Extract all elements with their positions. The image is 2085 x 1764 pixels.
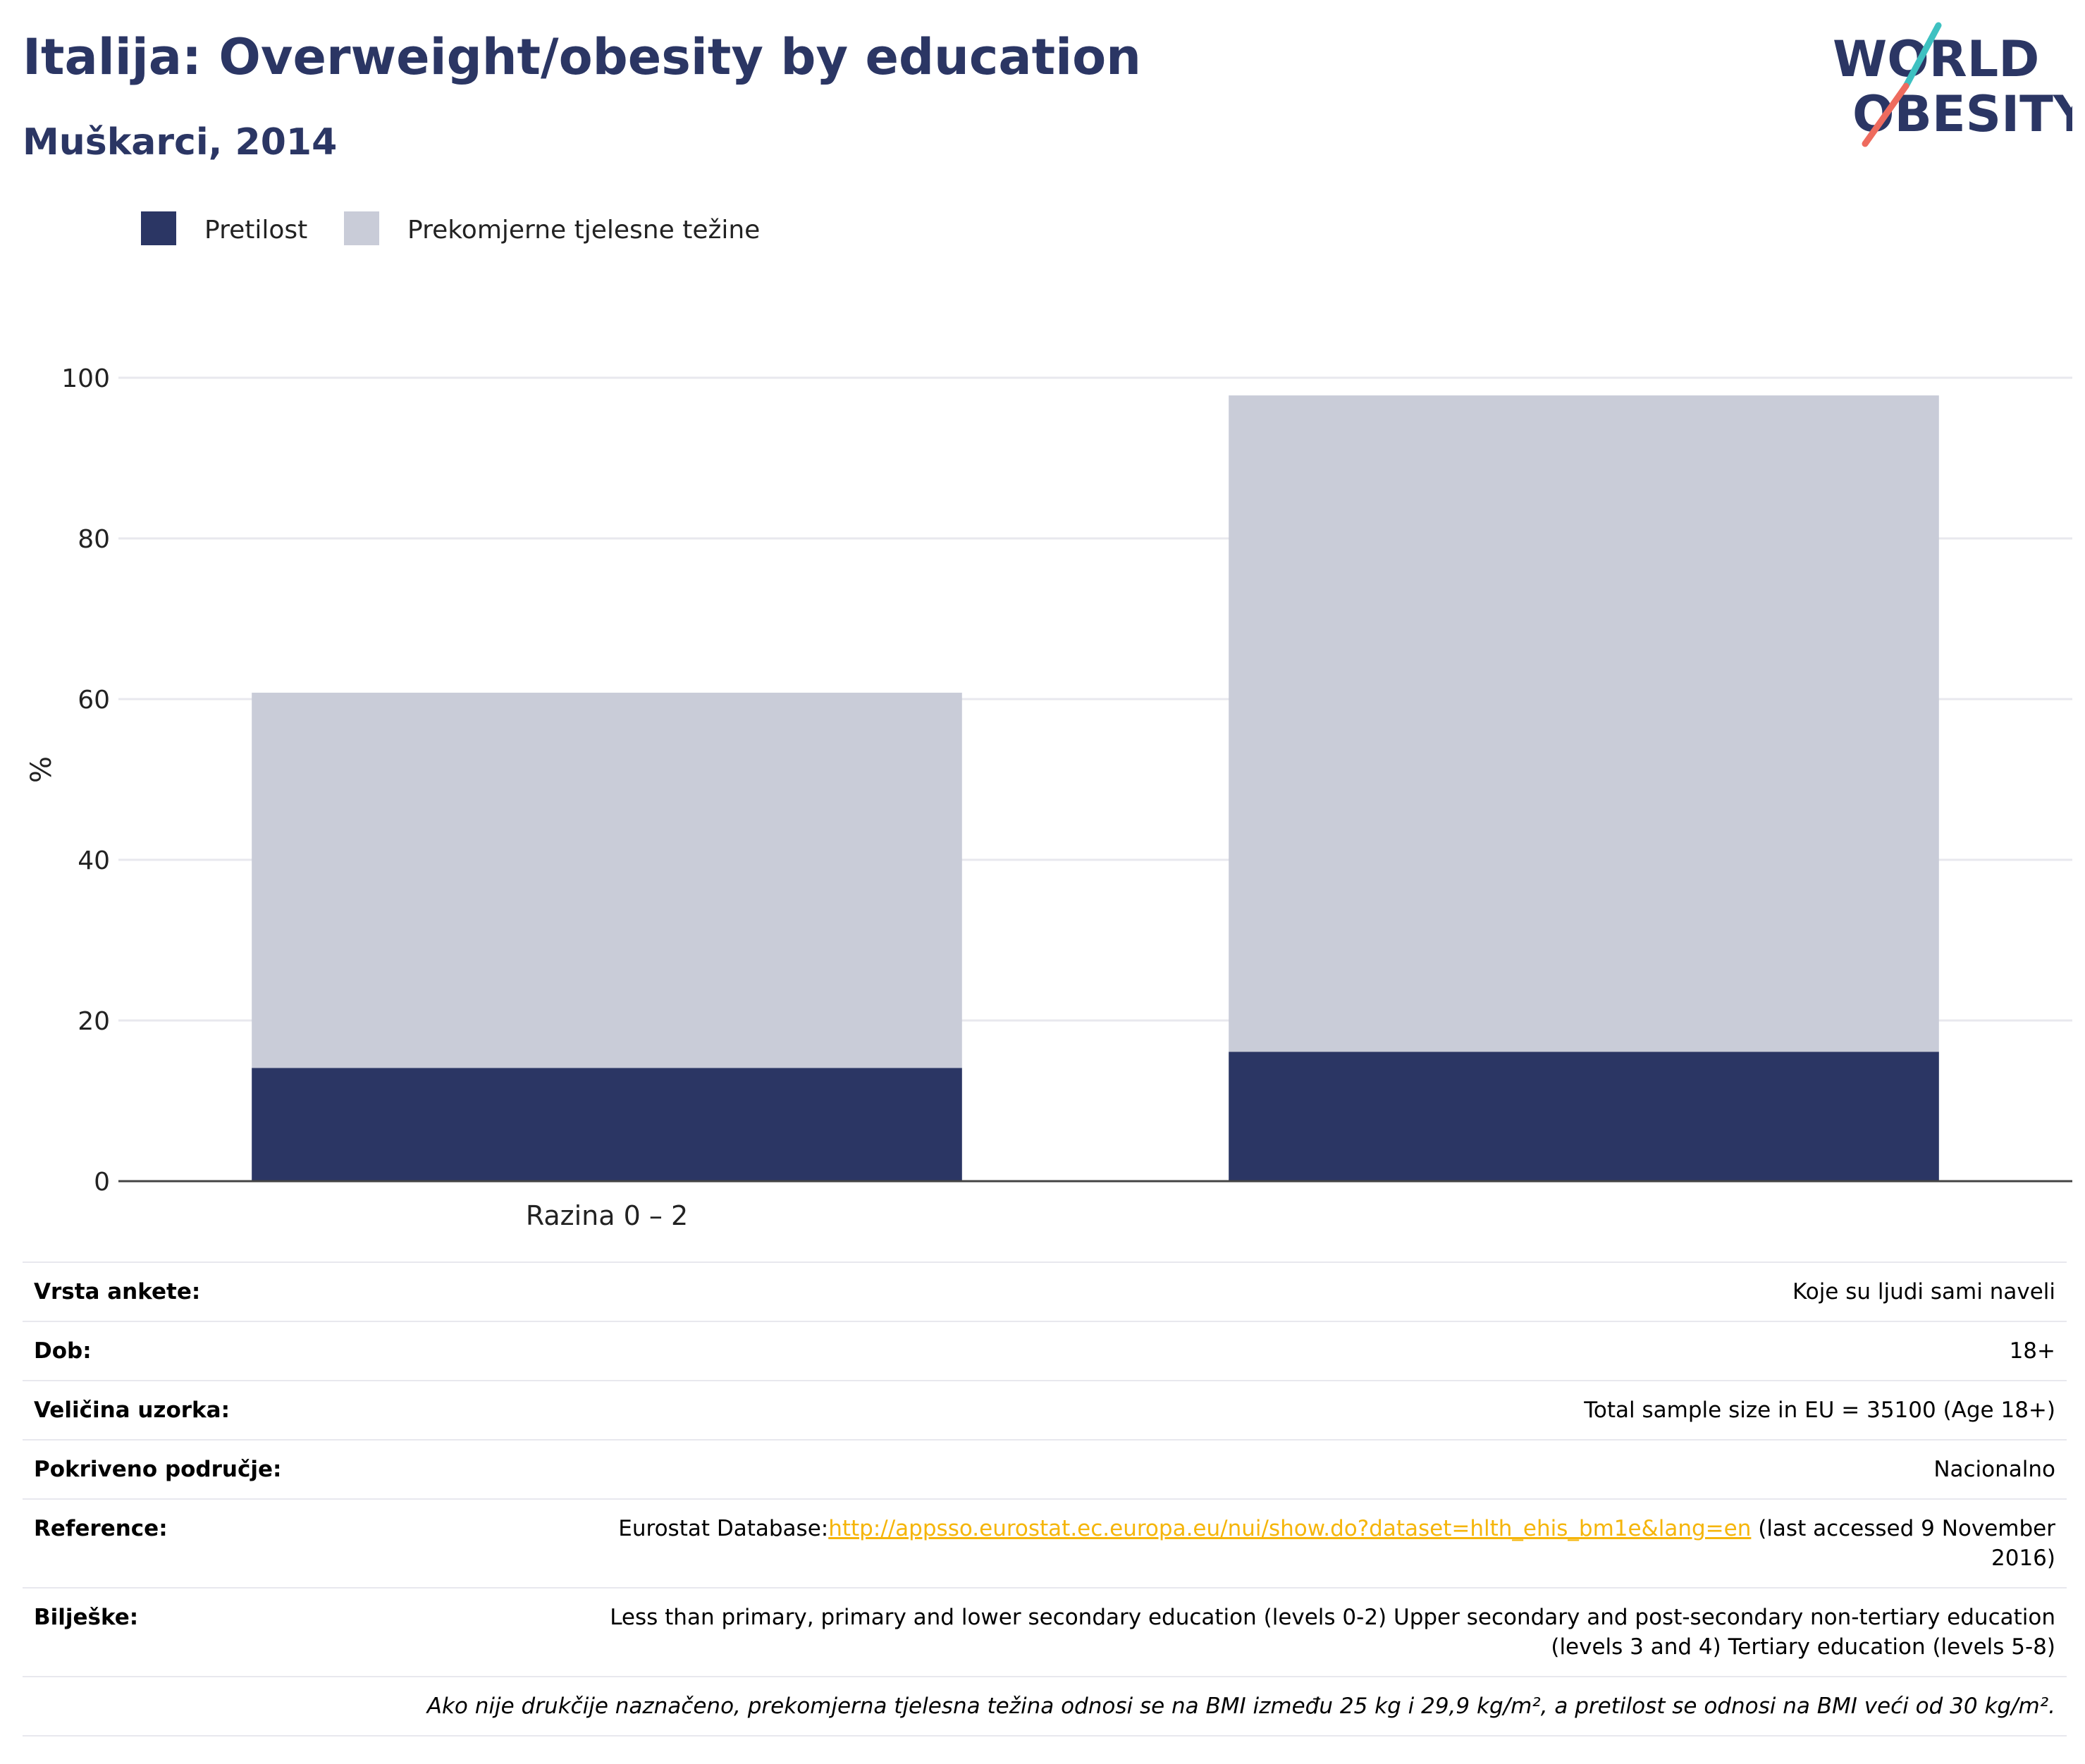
info-row-coverage: Pokriveno područje: Nacionalno [23, 1439, 2067, 1499]
page-subtitle: Muškarci, 2014 [23, 121, 338, 164]
info-label: Vrsta ankete: [23, 1262, 539, 1321]
info-value: Koje su ljudi sami naveli [539, 1262, 2067, 1321]
info-label: Pokriveno područje: [23, 1439, 539, 1499]
footnote: Ako nije drukčije naznačeno, prekomjerna… [23, 1676, 2067, 1737]
world-obesity-logo: WORLD OBESITY [1833, 22, 2072, 147]
info-row-sample-size: Veličina uzorka: Total sample size in EU… [23, 1380, 2067, 1440]
reference-link[interactable]: http://appsso.eurostat.ec.europa.eu/nui/… [828, 1516, 1752, 1541]
legend-label-overweight: Prekomjerne tjelesne težine [407, 216, 760, 245]
bar-overweight [1229, 395, 1939, 1052]
axes: 0 20 40 60 80 100 Razina 0 – 2 [61, 364, 2072, 1231]
info-value: Eurostat Database:http://appsso.eurostat… [539, 1498, 2067, 1588]
bar-overweight [252, 692, 962, 1068]
y-tick-label: 60 [78, 686, 110, 715]
info-value: 18+ [539, 1321, 2067, 1381]
y-tick-label: 0 [94, 1168, 110, 1197]
bars [252, 395, 1939, 1181]
info-row-survey-type: Vrsta ankete: Koje su ljudi sami naveli [23, 1262, 2067, 1321]
y-axis-label: % [25, 756, 58, 783]
info-label: Dob: [23, 1321, 539, 1381]
info-value: Nacionalno [539, 1439, 2067, 1499]
info-row-age: Dob: 18+ [23, 1321, 2067, 1381]
legend-label-obesity: Pretilost [204, 216, 307, 245]
info-row-footnote: Ako nije drukčije naznačeno, prekomjerna… [23, 1676, 2067, 1737]
legend: Pretilost Prekomjerne tjelesne težine [141, 211, 760, 245]
y-tick-label: 40 [78, 846, 110, 875]
legend-swatch-obesity [141, 211, 176, 245]
info-value: Total sample size in EU = 35100 (Age 18+… [539, 1380, 2067, 1440]
bar-obesity [252, 1068, 962, 1181]
y-tick-label: 80 [78, 525, 110, 554]
reference-prefix: Eurostat Database: [618, 1516, 829, 1541]
logo-slash-teal [1902, 22, 1942, 90]
info-table: Vrsta ankete: Koje su ljudi sami naveli … [23, 1262, 2067, 1737]
y-tick-label: 20 [78, 1007, 110, 1036]
page-title: Italija: Overweight/obesity by education [23, 28, 1141, 86]
info-label: Bilješke: [23, 1587, 539, 1677]
info-row-reference: Reference: Eurostat Database:http://apps… [23, 1498, 2067, 1588]
info-value: Less than primary, primary and lower sec… [539, 1587, 2067, 1677]
info-label: Reference: [23, 1498, 539, 1588]
y-tick-label: 100 [61, 364, 110, 393]
logo-slash-coral [1862, 82, 1909, 147]
reference-suffix: (last accessed 9 November 2016) [1751, 1516, 2055, 1571]
logo-line-1: WORLD [1833, 30, 2039, 88]
info-row-notes: Bilješke: Less than primary, primary and… [23, 1587, 2067, 1677]
bar-obesity [1229, 1051, 1939, 1181]
bar-chart: Pretilost Prekomjerne tjelesne težine 0 2… [25, 211, 2072, 1231]
x-tick-label: Razina 0 – 2 [526, 1200, 688, 1231]
info-label: Veličina uzorka: [23, 1380, 539, 1440]
legend-swatch-overweight [344, 211, 379, 245]
